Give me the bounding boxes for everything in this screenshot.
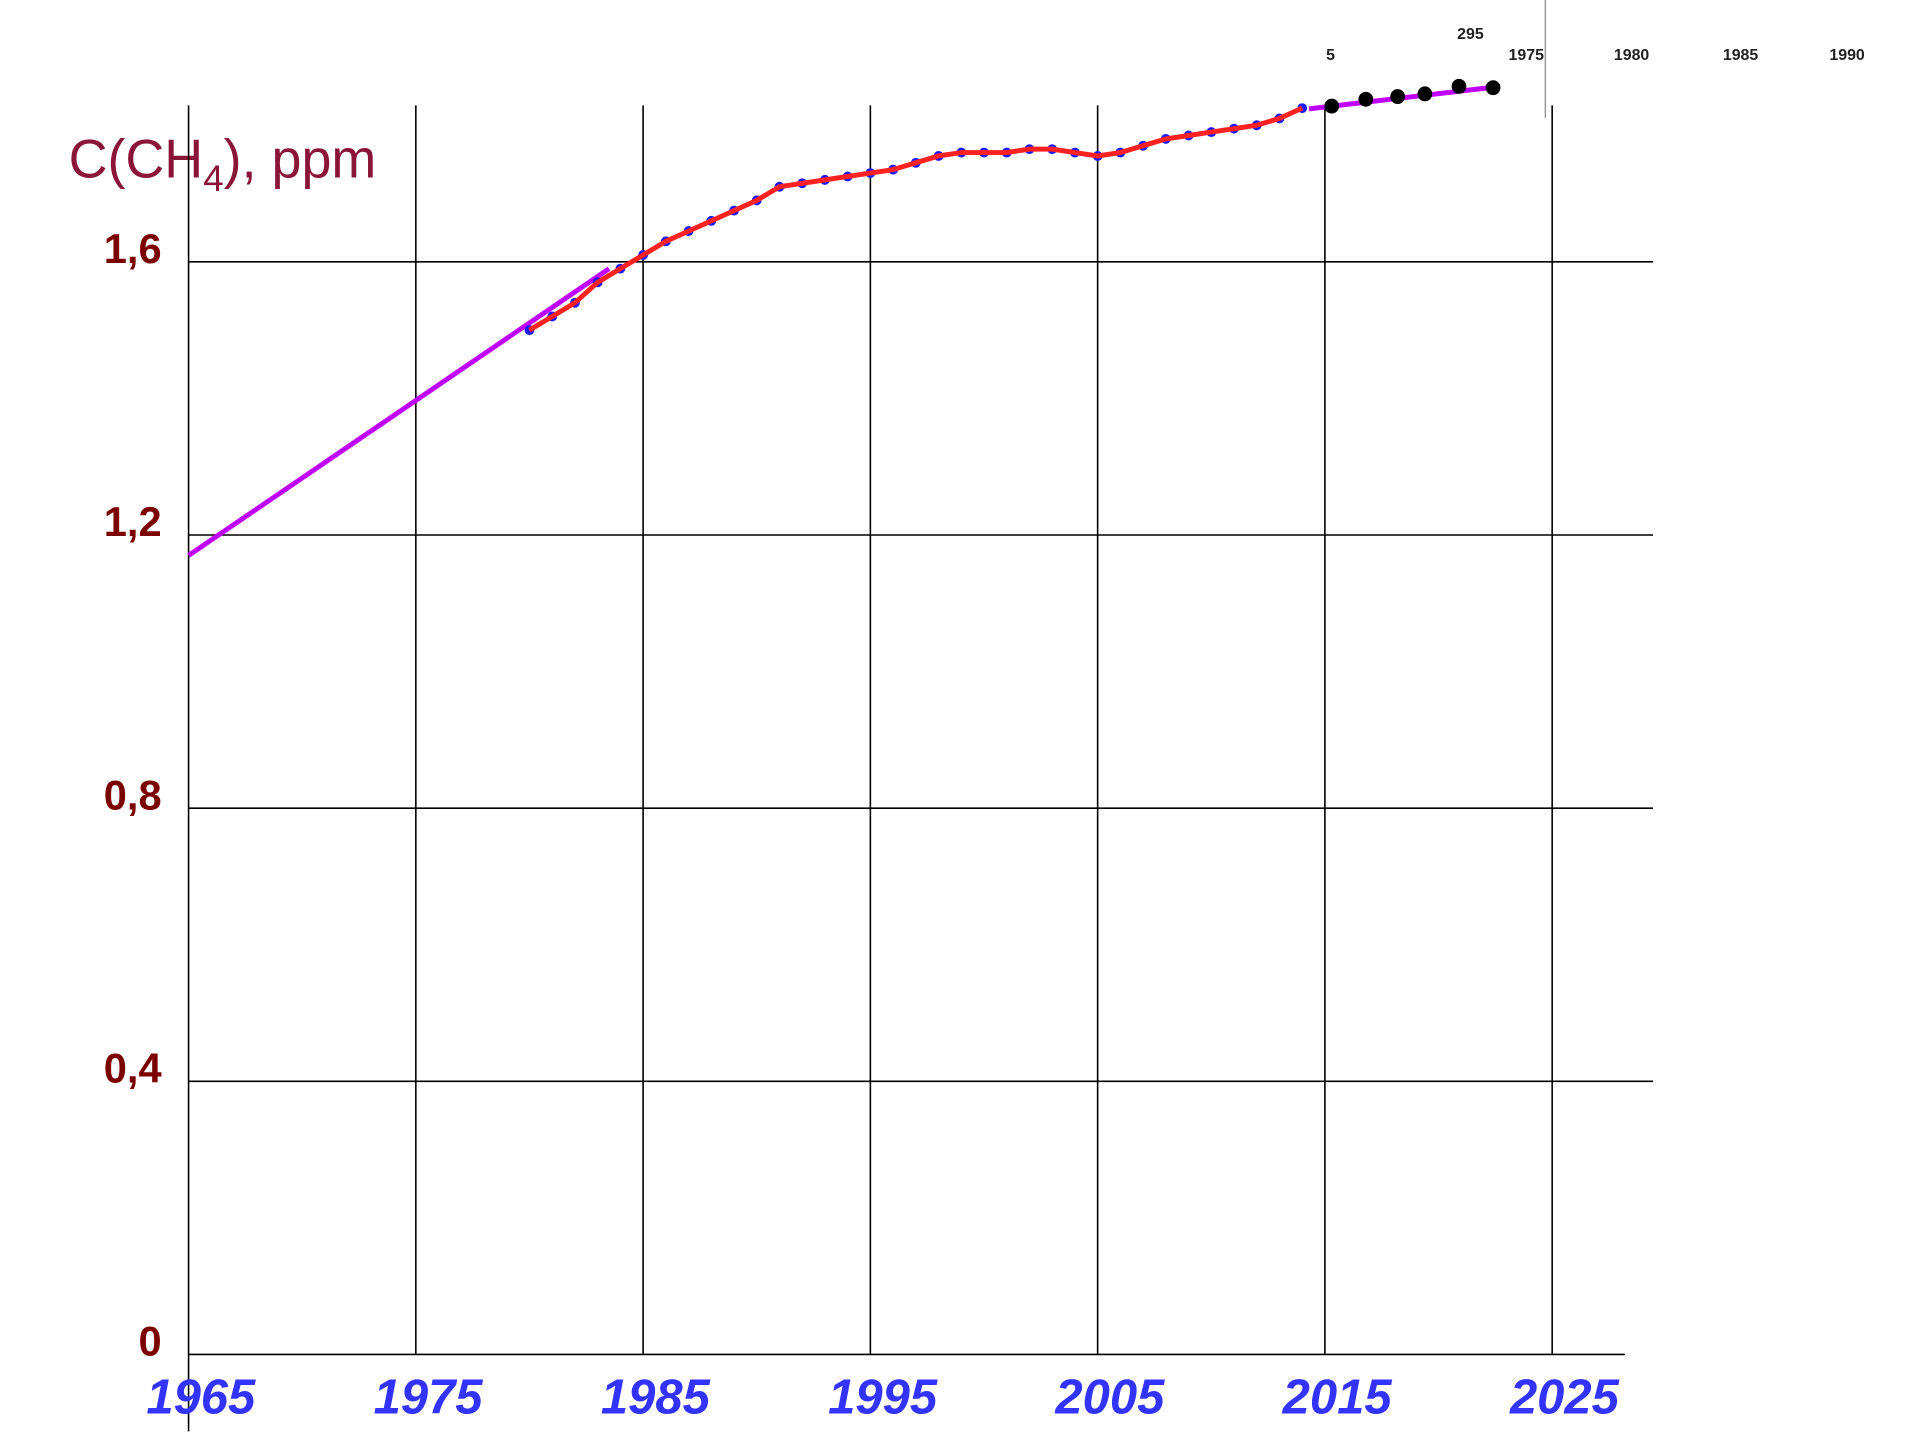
inset-panel <box>1324 0 1920 95</box>
series-line <box>528 105 1304 333</box>
x-tick-label: 2005 <box>1054 1369 1165 1424</box>
y-tick-label: 0 <box>138 1317 161 1364</box>
data-point <box>1451 78 1467 94</box>
data-point <box>1324 98 1340 114</box>
series-line <box>187 84 1496 558</box>
inset-label: 1975 <box>1509 47 1544 64</box>
inset-label: 5 <box>1326 47 1335 64</box>
data-point <box>1390 89 1405 104</box>
data-point <box>1485 80 1501 96</box>
inset-label: 295 <box>1457 26 1484 43</box>
x-tick-label: 1995 <box>828 1369 938 1424</box>
inset-label: 1985 <box>1723 47 1758 64</box>
y-axis-title-sub: 4 <box>203 158 223 199</box>
inset-label: 1980 <box>1614 47 1649 64</box>
inset-label: 1990 <box>1829 47 1864 64</box>
data-point <box>1417 86 1433 102</box>
x-tick-label: 2025 <box>1509 1369 1620 1424</box>
y-axis-title-part: C(CH <box>69 130 204 190</box>
x-tick-label: 1965 <box>146 1369 256 1424</box>
y-axis-title: C(CH4), ppm <box>69 130 377 199</box>
y-tick-label: 1,2 <box>104 498 162 545</box>
y-tick-label: 0,4 <box>104 1044 163 1091</box>
x-tick-label: 2015 <box>1282 1369 1393 1424</box>
data-point <box>1358 91 1374 107</box>
y-tick-label: 1,6 <box>104 225 162 272</box>
x-tick-label: 1985 <box>601 1369 711 1424</box>
y-axis-title-part: ), ppm <box>224 130 377 190</box>
x-tick-label: 1975 <box>374 1369 484 1424</box>
y-tick-label: 0,8 <box>104 771 162 818</box>
